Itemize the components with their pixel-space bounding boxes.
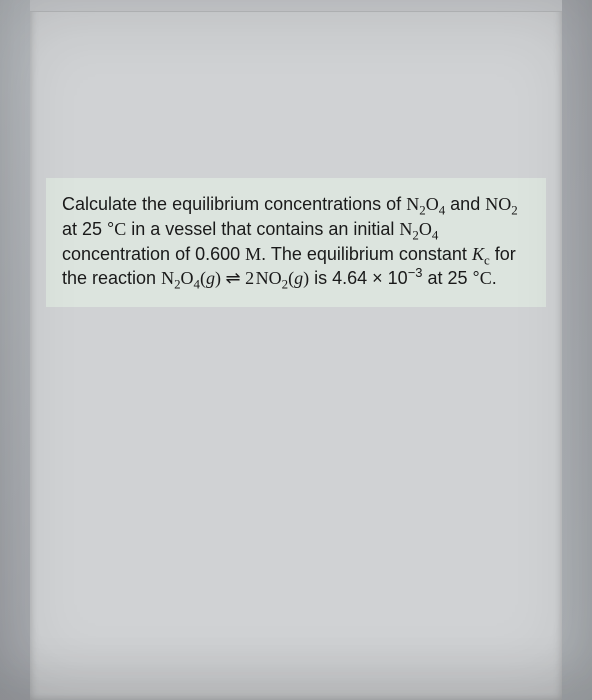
text-seg-8: is 4.64 × 10	[309, 268, 408, 288]
text-seg-2: and	[445, 194, 485, 214]
celsius-1: C	[114, 219, 126, 239]
text-seg-6: . The equilibrium constant	[261, 244, 472, 264]
degree-2: °	[473, 268, 480, 288]
text-seg-4: in a vessel that contains an initial	[126, 219, 399, 239]
kc-symbol: Kc	[472, 244, 490, 264]
text-seg-9: at 25	[422, 268, 472, 288]
chem-n2o4-1: N2O4	[406, 194, 445, 214]
page-background	[30, 0, 562, 700]
chem-no2-1: NO2	[485, 194, 517, 214]
top-border-strip	[30, 0, 562, 12]
problem-text: Calculate the equilibrium concentrations…	[62, 192, 530, 291]
text-seg-3: at 25	[62, 219, 107, 239]
chem-n2o4-2: N2O4	[399, 219, 438, 239]
celsius-2: C	[480, 268, 492, 288]
text-seg-1: Calculate the equilibrium concentrations…	[62, 194, 406, 214]
molar-symbol: M	[245, 244, 261, 264]
period: .	[492, 268, 497, 288]
eq-rhs: 2 NO2(g)	[245, 268, 309, 288]
eq-lhs: N2O4(g)	[161, 268, 221, 288]
text-seg-5: concentration of 0.600	[62, 244, 245, 264]
equilibrium-arrow-icon: ⇌	[221, 268, 245, 288]
exponent: −3	[408, 265, 423, 280]
problem-statement-box: Calculate the equilibrium concentrations…	[46, 178, 546, 307]
